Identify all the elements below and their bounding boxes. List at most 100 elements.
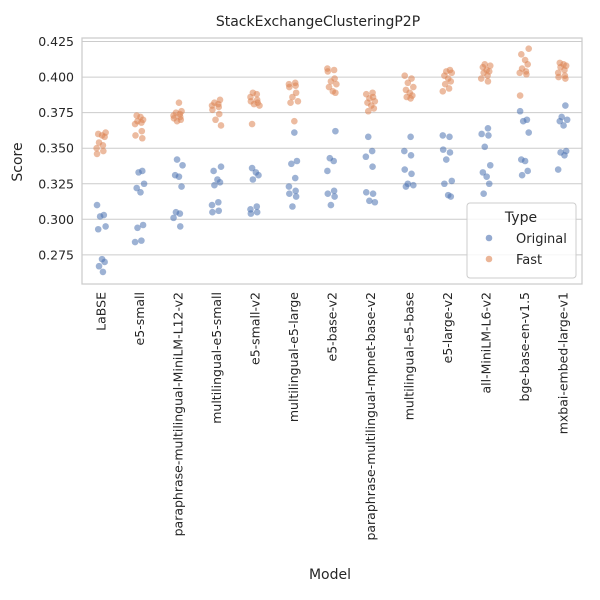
data-point-fast <box>401 72 409 79</box>
data-point-fast <box>407 95 414 102</box>
data-point-original <box>247 210 255 217</box>
data-point-fast <box>477 75 485 82</box>
y-axis-ticks: 0.275 0.300 0.325 0.350 0.375 0.400 0.425 <box>38 34 74 262</box>
data-point-fast <box>447 78 455 85</box>
data-point-original <box>96 213 104 220</box>
data-point-original <box>94 225 102 233</box>
data-point-original <box>486 161 494 169</box>
data-point-original <box>137 188 144 196</box>
x-tick-label: multilingual-e5-small <box>209 292 224 424</box>
data-point-original <box>481 143 489 151</box>
data-point-fast <box>256 102 263 109</box>
data-point-fast <box>562 75 569 82</box>
data-point-original <box>95 262 103 270</box>
x-tick-label: bge-base-en-v1.5 <box>517 292 532 401</box>
data-point-fast <box>289 93 296 101</box>
legend-marker-fast <box>485 255 493 263</box>
data-point-original <box>485 180 493 188</box>
data-point-original <box>210 167 217 175</box>
data-point-fast <box>93 150 101 158</box>
data-point-fast <box>175 99 183 106</box>
data-point-original <box>291 129 298 136</box>
data-point-original <box>216 179 224 186</box>
data-point-fast <box>448 69 456 77</box>
data-point-fast <box>408 75 415 82</box>
data-point-fast <box>138 119 145 126</box>
data-point-fast <box>99 142 107 149</box>
data-point-fast <box>215 110 223 118</box>
plot-frame <box>81 37 583 285</box>
data-point-fast <box>209 106 216 114</box>
data-point-original <box>447 193 455 200</box>
data-point-original <box>362 188 370 196</box>
data-point-fast <box>286 83 293 91</box>
data-point-original <box>408 170 415 178</box>
data-point-original <box>291 174 299 182</box>
data-point-original <box>288 160 295 168</box>
data-point-fast <box>138 134 146 142</box>
data-point-fast <box>410 83 417 91</box>
data-point-fast <box>555 73 562 81</box>
data-point-original <box>560 122 567 129</box>
data-point-original <box>134 224 141 232</box>
y-tick-label: 0.375 <box>38 105 74 120</box>
data-point-original <box>516 107 524 115</box>
data-point-fast <box>248 120 256 128</box>
data-point-fast <box>101 133 108 141</box>
data-point-fast <box>484 72 491 79</box>
x-tick-label: paraphrase-multilingual-MiniLM-L12-v2 <box>171 292 186 536</box>
data-point-fast <box>327 78 335 85</box>
data-point-fast <box>370 105 378 112</box>
y-tick-label: 0.275 <box>38 247 74 262</box>
data-point-original <box>407 133 414 141</box>
y-tick-label: 0.350 <box>38 141 74 156</box>
data-point-original <box>286 190 293 198</box>
data-point-original <box>362 153 370 161</box>
data-point-original <box>439 146 447 153</box>
data-point-original <box>407 152 415 159</box>
data-point-original <box>556 117 564 125</box>
data-point-fast <box>291 117 298 125</box>
y-tick-label: 0.300 <box>38 212 74 227</box>
data-point-original <box>485 132 492 139</box>
data-point-original <box>253 203 261 210</box>
data-point-original <box>446 149 454 156</box>
legend-label-fast: Fast <box>516 253 542 268</box>
data-point-original <box>176 210 184 217</box>
legend-label-original: Original <box>516 232 567 247</box>
data-point-original <box>332 127 339 135</box>
data-point-original <box>255 171 262 179</box>
x-tick-label: e5-base-v2 <box>325 292 340 361</box>
data-point-original <box>478 130 485 138</box>
data-point-original <box>208 201 216 209</box>
data-point-original <box>562 102 569 109</box>
data-point-original <box>561 152 568 159</box>
data-point-fast <box>516 69 524 77</box>
data-point-original <box>554 166 562 173</box>
data-point-original <box>253 208 261 216</box>
x-tick-label: all-MiniLM-L6-v2 <box>478 292 493 393</box>
data-point-original <box>521 157 529 165</box>
data-point-fast <box>445 85 453 92</box>
data-point-original <box>441 180 448 188</box>
data-point-original <box>215 207 223 215</box>
data-point-fast <box>292 89 300 97</box>
data-point-original <box>330 187 338 195</box>
data-point-original <box>364 133 372 141</box>
legend: Type Original Fast <box>466 202 577 279</box>
data-point-original <box>518 171 526 179</box>
data-point-original <box>217 163 225 170</box>
data-point-original <box>366 197 373 205</box>
data-point-fast <box>404 79 412 87</box>
data-point-original <box>93 201 101 209</box>
data-point-fast <box>294 97 302 105</box>
y-tick-label: 0.325 <box>38 176 74 191</box>
data-point-fast <box>330 66 338 74</box>
y-tick-label: 0.400 <box>38 70 74 85</box>
x-tick-label: paraphrase-multilingual-mpnet-base-v2 <box>363 292 378 541</box>
data-point-original <box>524 167 532 175</box>
data-point-fast <box>525 45 533 52</box>
x-tick-label: e5-small-v2 <box>248 292 263 365</box>
data-point-original <box>293 157 301 165</box>
